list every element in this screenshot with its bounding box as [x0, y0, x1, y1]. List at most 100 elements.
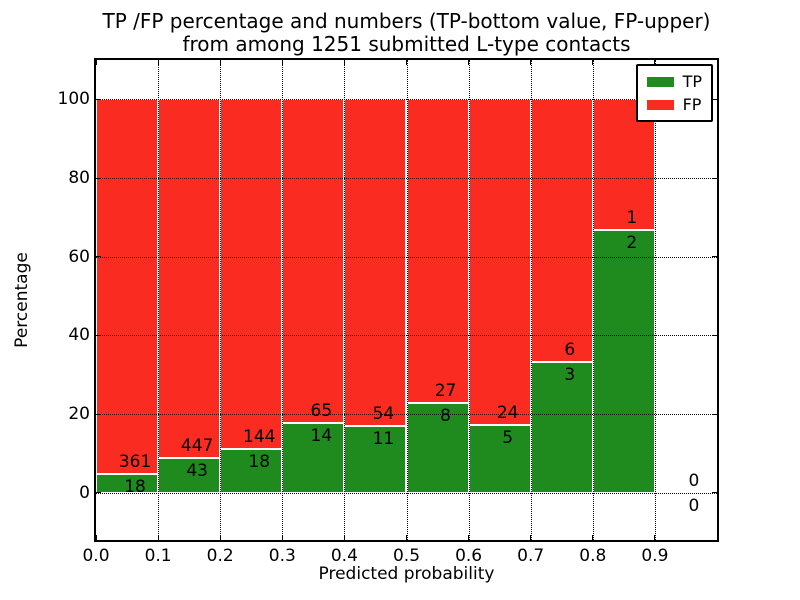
tp-count-label: 14 [310, 426, 333, 447]
y-tick-mark [96, 413, 101, 415]
fp-count-label: 6 [564, 339, 576, 360]
bar-tp [406, 402, 469, 493]
legend-item-fp: FP [646, 93, 702, 116]
bar-fp [96, 99, 159, 475]
gridline-x [406, 60, 408, 540]
x-tick-mark [530, 535, 532, 540]
y-tick-mark [712, 413, 717, 415]
bar-tp [220, 449, 283, 493]
y-tick-mark [712, 177, 717, 179]
x-axis-label: Predicted probability [318, 564, 495, 584]
x-tick-mark [281, 535, 283, 540]
tp-count-label: 11 [372, 429, 395, 450]
x-tick-mark [406, 535, 407, 540]
x-tick-label: 0.7 [517, 546, 545, 566]
legend-label: TP [682, 72, 702, 91]
x-tick-label: 0.2 [206, 546, 234, 566]
x-tick-mark [592, 535, 594, 540]
x-tick-mark [654, 60, 656, 65]
y-tick-mark [96, 334, 101, 336]
tp-count-label: 0 [688, 495, 700, 516]
fp-count-label: 0 [688, 470, 700, 491]
y-tick-label: 20 [68, 404, 90, 425]
y-tick-label: 60 [68, 246, 90, 267]
bar-fp [282, 99, 345, 424]
y-tick-label: 80 [68, 168, 90, 189]
fp-swatch-icon [646, 99, 674, 110]
chart-title: TP /FP percentage and numbers (TP-bottom… [96, 10, 717, 56]
tp-count-label: 8 [440, 405, 451, 426]
bar-fp [220, 99, 283, 450]
bar-fp [406, 99, 469, 403]
bar-fp [158, 99, 221, 459]
y-tick-mark [712, 98, 717, 100]
tp-count-label: 18 [124, 477, 146, 498]
fp-count-label: 361 [118, 452, 152, 473]
y-tick-mark [96, 256, 101, 258]
bar-tp [158, 458, 221, 493]
tp-swatch-icon [646, 76, 674, 87]
tp-count-label: 5 [502, 427, 514, 448]
bar-tp [530, 361, 593, 493]
gridline-x [158, 60, 160, 540]
x-tick-label: 0.9 [641, 546, 669, 566]
x-tick-label: 0.1 [144, 546, 172, 566]
legend-label: FP [682, 95, 702, 114]
fp-count-label: 54 [372, 404, 395, 425]
y-tick-mark [712, 334, 717, 336]
x-tick-mark [157, 60, 159, 65]
fp-count-label: 1 [626, 208, 638, 229]
y-tick-label: 100 [57, 89, 90, 110]
x-tick-mark [281, 60, 283, 65]
gridline-x [530, 60, 532, 540]
x-tick-label: 0.6 [455, 546, 483, 566]
x-tick-mark [468, 535, 470, 540]
tp-count-label: 2 [626, 233, 638, 254]
legend: TP FP [635, 64, 713, 122]
y-axis-label: Percentage [12, 252, 32, 348]
bar-fp [530, 99, 593, 362]
x-tick-mark [95, 60, 97, 65]
x-tick-label: 0.5 [392, 546, 421, 566]
plot-area: TP FP 361 18 447 43 144 18 65 14 54 11 27 8 24 5 6 3 1 2 0 0 [94, 58, 719, 542]
y-tick-mark [96, 492, 101, 494]
bar-fp [344, 99, 407, 427]
x-tick-mark [592, 60, 594, 65]
legend-item-tp: TP [646, 70, 702, 93]
fp-count-label: 65 [310, 401, 333, 422]
tp-count-label: 3 [564, 364, 576, 385]
bar-tp [468, 424, 531, 493]
x-tick-mark [468, 60, 470, 65]
x-tick-mark [157, 535, 159, 540]
bar-tp [282, 423, 345, 493]
gridline-x [592, 60, 594, 540]
fp-count-label: 27 [434, 380, 457, 401]
x-tick-mark [406, 60, 407, 65]
gridline-x [344, 60, 346, 540]
y-tick-mark [712, 256, 717, 258]
fp-count-label: 447 [180, 436, 214, 457]
gridline-x [468, 60, 470, 540]
gridline-x [220, 60, 222, 540]
chart-title-line2: from among 1251 submitted L-type contact… [182, 32, 631, 56]
y-tick-label: 40 [68, 325, 90, 346]
x-tick-label: 0.8 [579, 546, 607, 566]
x-tick-mark [343, 535, 345, 540]
tp-count-label: 18 [248, 452, 271, 473]
y-tick-mark [96, 98, 101, 100]
x-tick-label: 0.4 [330, 546, 358, 566]
x-tick-mark [219, 60, 221, 65]
x-tick-mark [530, 60, 532, 65]
fp-count-label: 24 [496, 402, 519, 423]
bar-fp [468, 99, 531, 425]
x-tick-label: 0.0 [82, 546, 110, 566]
x-tick-mark [95, 535, 97, 540]
tp-count-label: 43 [186, 461, 208, 482]
y-tick-mark [96, 177, 101, 179]
chart-title-line1: TP /FP percentage and numbers (TP-bottom… [102, 9, 711, 33]
y-tick-mark [712, 492, 717, 494]
x-tick-label: 0.3 [268, 546, 296, 566]
gridline-x [282, 60, 284, 540]
bar-tp [592, 230, 655, 493]
bar-tp [96, 474, 159, 493]
